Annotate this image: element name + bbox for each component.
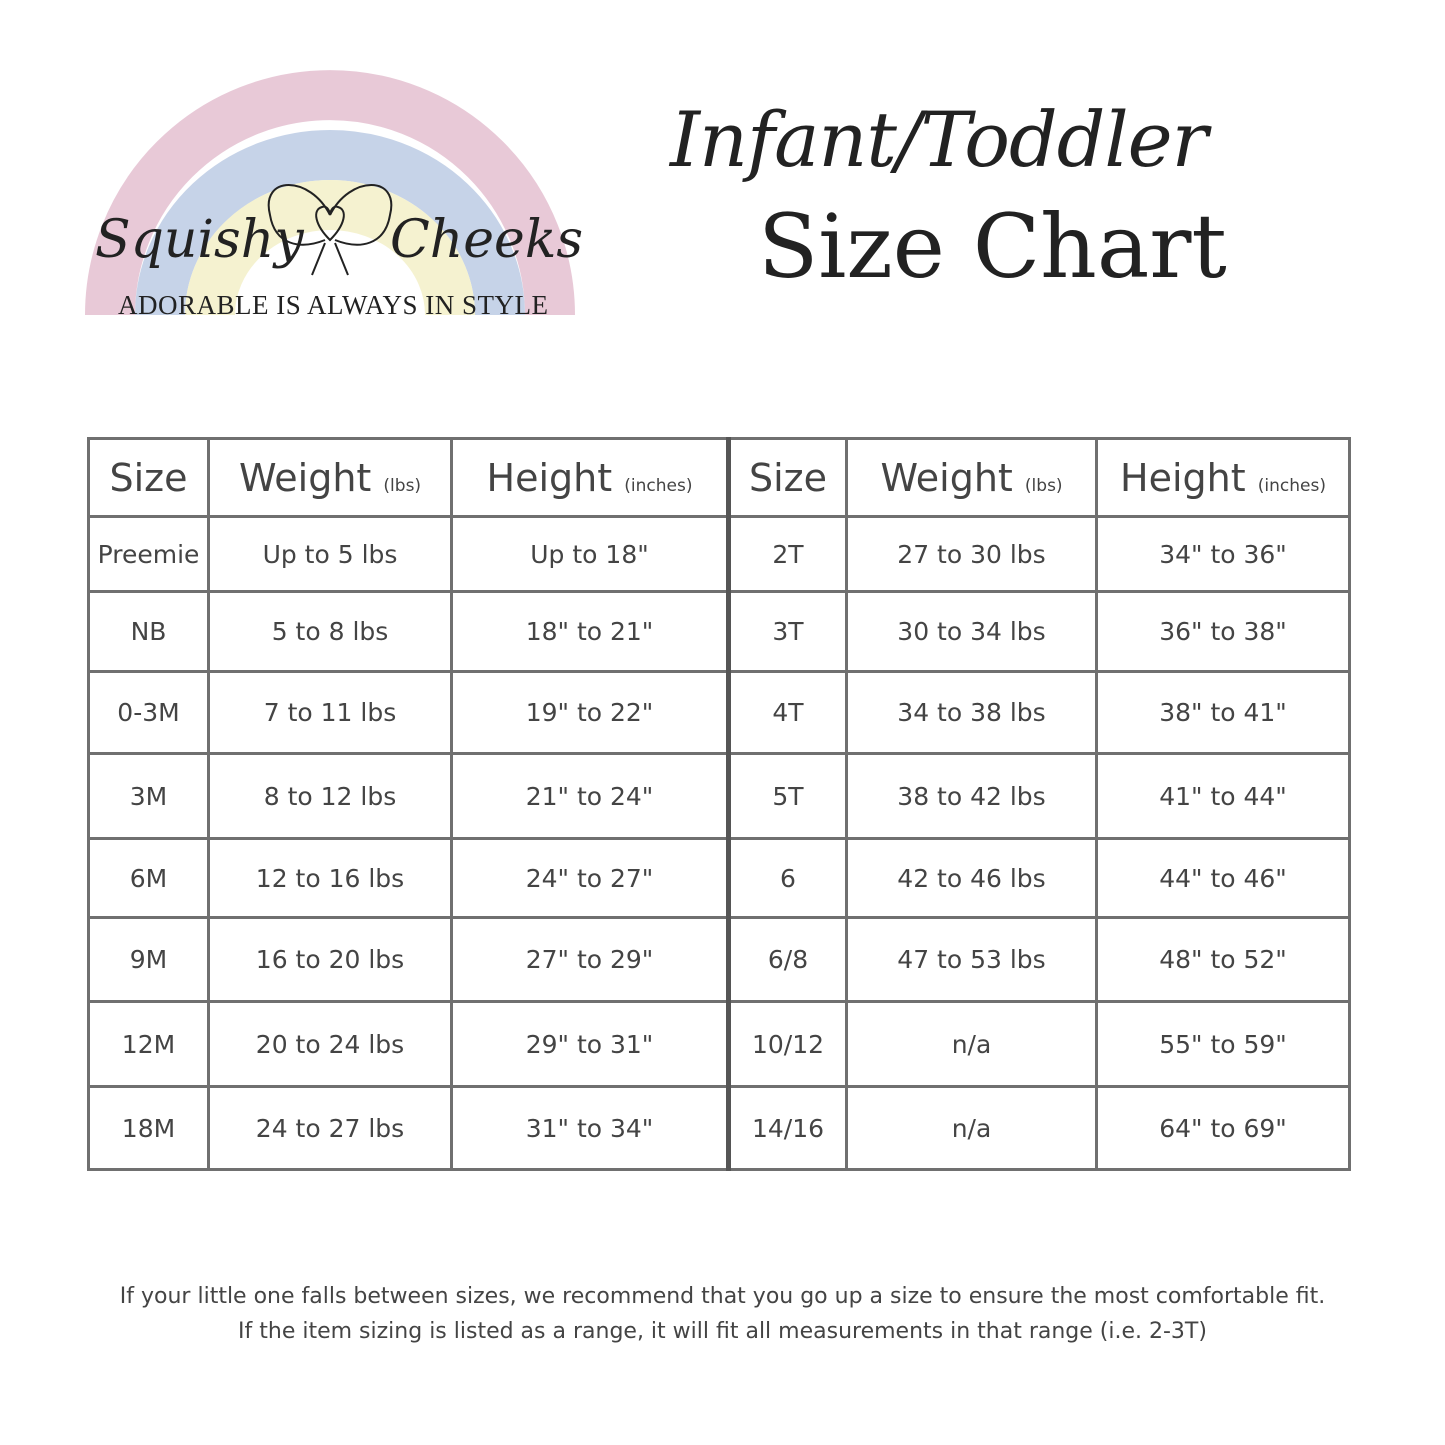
table-cell: 3T [727,590,848,673]
brand-logo: Squishy Cheeks ADORABLE IS ALWAYS IN STY… [80,45,584,345]
bow-heart-icon [267,184,393,276]
footer-note-2: If the item sizing is listed as a range,… [238,1319,1207,1344]
table-cell: Up to 5 lbs [207,515,453,593]
column-header-label: Size [109,455,188,500]
column-header: Weight (lbs) [207,437,453,518]
column-header-label: Weight [238,455,372,500]
table-cell: 31" to 34" [450,1085,731,1171]
table-cell: 14/16 [727,1085,848,1171]
table-cell: 34 to 38 lbs [845,670,1098,755]
table-cell: Up to 18" [450,515,731,593]
table-header-row: Size Weight (lbs) Height (inches) Size Weigh… [87,437,1351,518]
brand-tagline: ADORABLE IS ALWAYS IN STYLE [118,290,549,320]
table-cell: 3M [87,752,210,840]
table-cell: 27 to 30 lbs [845,515,1098,593]
column-header-label: Size [748,455,827,500]
column-header-label: Height [1120,455,1246,500]
table-row: 18M 24 to 27 lbs 31" to 34" 14/16 n/a 64" to … [87,1085,1351,1171]
table-cell: 18M [87,1085,210,1171]
table-row: Preemie Up to 5 lbs Up to 18" 2T 27 to 30 lb… [87,515,1351,593]
table-cell: 55" to 59" [1095,1000,1351,1088]
table-cell: 12M [87,1000,210,1088]
table-cell: 24" to 27" [450,837,731,919]
table-cell: 34" to 36" [1095,515,1351,593]
table-cell: 27" to 29" [450,916,731,1003]
table-cell: 38" to 41" [1095,670,1351,755]
column-header-unit: (lbs) [1024,475,1063,496]
table-cell: 6 [727,837,848,919]
table-row: 0-3M 7 to 11 lbs 19" to 22" 4T 34 to 38 lbs 3… [87,670,1351,755]
table-cell: 36" to 38" [1095,590,1351,673]
table-cell: 10/12 [727,1000,848,1088]
table-cell: 20 to 24 lbs [207,1000,453,1088]
table-cell: 41" to 44" [1095,752,1351,840]
table-row: 3M 8 to 12 lbs 21" to 24" 5T 38 to 42 lbs 41"… [87,752,1351,840]
rainbow-graphic [85,70,575,316]
column-header: Height (inches) [1095,437,1351,518]
table-row: NB 5 to 8 lbs 18" to 21" 3T 30 to 34 lbs 36" … [87,590,1351,673]
table-cell: 48" to 52" [1095,916,1351,1003]
table-cell: 12 to 16 lbs [207,837,453,919]
table-cell: 21" to 24" [450,752,731,840]
table-cell: 30 to 34 lbs [845,590,1098,673]
column-header-label: Weight [880,455,1013,500]
table-cell: 19" to 22" [450,670,731,755]
table-cell: 9M [87,916,210,1003]
footer-note-1: If your little one falls between sizes, … [119,1284,1326,1309]
table-cell: 2T [727,515,848,593]
column-header: Weight (lbs) [845,437,1098,518]
table-cell: Preemie [87,515,210,593]
brand-name-left: Squishy [95,210,304,270]
table-cell: 0-3M [87,670,210,755]
table-cell: 18" to 21" [450,590,731,673]
table-cell: 5 to 8 lbs [207,590,453,673]
table-cell: 47 to 53 lbs [845,916,1098,1003]
table-cell: 24 to 27 lbs [207,1085,453,1171]
title-line-1: Infant/Toddler [670,95,1208,184]
size-chart-table: Size Weight (lbs) Height (inches) Size Weigh… [87,437,1351,1171]
table-cell: n/a [845,1000,1098,1088]
table-cell: 64" to 69" [1095,1085,1351,1171]
table-cell: 7 to 11 lbs [207,670,453,755]
table-row: 12M 20 to 24 lbs 29" to 31" 10/12 n/a 55" to … [87,1000,1351,1088]
table-cell: 16 to 20 lbs [207,916,453,1003]
table-cell: 6M [87,837,210,919]
table-cell: NB [87,590,210,673]
brand-name-right: Cheeks [390,210,584,270]
page-title: Size Chart [758,195,1227,298]
column-header: Height (inches) [450,437,731,518]
table-cell: 29" to 31" [450,1000,731,1088]
column-header: Size [87,437,210,518]
table-cell: 38 to 42 lbs [845,752,1098,840]
table-cell: 42 to 46 lbs [845,837,1098,919]
table-cell: 6/8 [727,916,848,1003]
column-header: Size [727,437,848,518]
table-row: 9M 16 to 20 lbs 27" to 29" 6/8 47 to 53 lbs 4… [87,916,1351,1003]
table-row: 6M 12 to 16 lbs 24" to 27" 6 42 to 46 lbs 44"… [87,837,1351,919]
column-header-unit: (inches) [1257,475,1326,496]
column-header-unit: (inches) [624,475,693,496]
column-header-unit: (lbs) [383,475,422,496]
table-cell: 8 to 12 lbs [207,752,453,840]
column-header-label: Height [486,455,613,500]
table-cell: 5T [727,752,848,840]
table-cell: n/a [845,1085,1098,1171]
table-cell: 44" to 46" [1095,837,1351,919]
table-cell: 4T [727,670,848,755]
